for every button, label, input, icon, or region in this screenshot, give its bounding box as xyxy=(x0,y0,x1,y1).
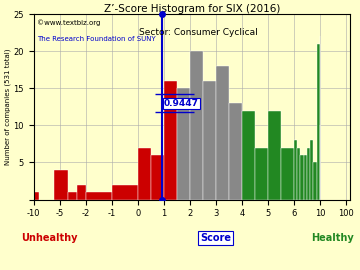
Bar xyxy=(203,81,216,200)
Bar xyxy=(190,51,203,200)
Text: The Research Foundation of SUNY: The Research Foundation of SUNY xyxy=(37,36,156,42)
Text: Unhealthy: Unhealthy xyxy=(21,233,77,243)
Bar xyxy=(294,140,297,200)
Bar xyxy=(54,170,68,200)
Text: Sector: Consumer Cyclical: Sector: Consumer Cyclical xyxy=(139,28,257,37)
Bar xyxy=(77,185,86,200)
Bar xyxy=(177,88,190,200)
Bar xyxy=(255,148,268,200)
Text: Score: Score xyxy=(201,233,231,243)
Bar xyxy=(216,66,229,200)
Bar xyxy=(304,155,307,200)
Bar xyxy=(112,185,138,200)
Bar xyxy=(34,192,39,200)
Bar xyxy=(242,110,255,200)
Bar xyxy=(307,148,310,200)
Y-axis label: Number of companies (531 total): Number of companies (531 total) xyxy=(4,49,11,165)
Title: Z’-Score Histogram for SIX (2016): Z’-Score Histogram for SIX (2016) xyxy=(104,4,280,14)
Bar xyxy=(301,155,304,200)
Bar xyxy=(317,44,320,200)
Bar xyxy=(151,155,164,200)
Bar xyxy=(68,192,77,200)
Bar xyxy=(229,103,242,200)
Bar xyxy=(164,81,177,200)
Bar xyxy=(138,148,151,200)
Text: 0.9447: 0.9447 xyxy=(164,99,199,108)
Bar xyxy=(281,148,294,200)
Text: ©www.textbiz.org: ©www.textbiz.org xyxy=(37,20,100,26)
Text: Healthy: Healthy xyxy=(311,233,354,243)
Bar xyxy=(297,148,301,200)
Bar xyxy=(310,140,314,200)
Bar xyxy=(314,163,317,200)
Bar xyxy=(86,192,112,200)
Bar xyxy=(268,110,281,200)
